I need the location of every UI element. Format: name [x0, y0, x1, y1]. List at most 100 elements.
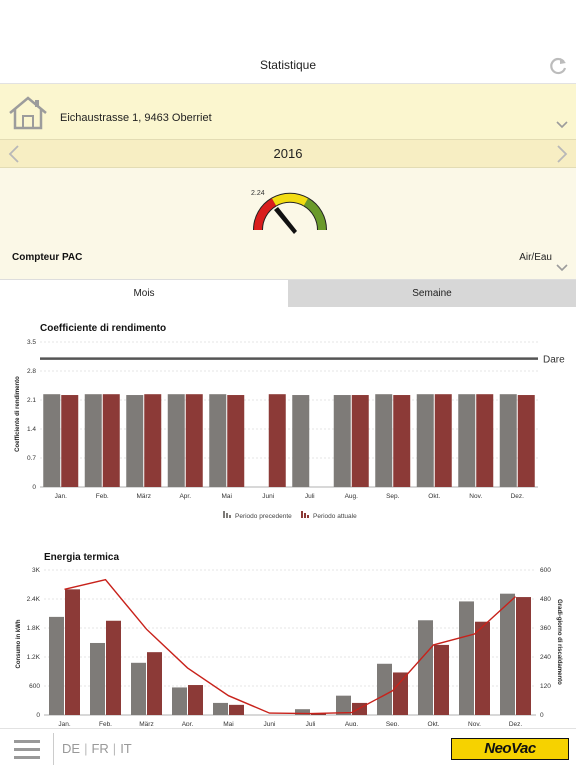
meter-label: Compteur PAC: [12, 252, 83, 263]
language-it[interactable]: IT: [120, 741, 132, 756]
y-tick-label: 3.5: [27, 339, 36, 346]
bar: [209, 394, 227, 487]
bar: [375, 394, 393, 487]
bar: [268, 394, 286, 487]
y2-tick-label: 480: [540, 596, 551, 603]
bar: [227, 395, 245, 487]
legend-label: Periodo attuale: [313, 513, 357, 520]
x-tick-label: Aug.: [345, 493, 359, 500]
top-bar: Statistique: [0, 0, 576, 84]
chart-ylabel: Consumo in kWh: [16, 619, 22, 668]
chevron-left-icon[interactable]: [8, 145, 20, 163]
hamburger-menu-icon[interactable]: [14, 739, 40, 761]
x-tick-label: Okt.: [428, 493, 440, 500]
tab-semaine[interactable]: Semaine: [288, 280, 576, 307]
x-tick-label: Apr.: [179, 493, 191, 500]
bar: [393, 672, 408, 715]
y2-tick-label: 0: [540, 712, 544, 719]
x-tick-label: März: [139, 721, 153, 726]
bar: [102, 394, 120, 487]
x-tick-label: Mai: [222, 493, 232, 500]
meter-panel[interactable]: 2.24 Compteur PAC Air/Eau: [0, 168, 576, 280]
bottom-bar: DE | FR | IT NeoVac: [0, 728, 576, 768]
x-tick-label: März: [137, 493, 151, 500]
gauge-icon: [252, 192, 328, 234]
bar: [188, 685, 203, 715]
y-tick-label: 1.2K: [27, 654, 41, 661]
y-tick-label: 1.8K: [27, 625, 41, 632]
chevron-down-icon[interactable]: [556, 120, 568, 130]
bar: [61, 395, 79, 487]
y-tick-label: 1.4: [27, 426, 36, 433]
language-de[interactable]: DE: [62, 741, 81, 756]
language-switcher: DE | FR | IT: [62, 741, 132, 756]
bar: [172, 687, 187, 715]
chart-legend: Periodo precedente Periodo attuale: [223, 511, 357, 520]
x-tick-label: Feb.: [99, 721, 112, 726]
bar: [476, 394, 494, 487]
bar: [333, 395, 351, 487]
y-tick-label: 600: [29, 683, 40, 690]
x-tick-label: Dez.: [511, 493, 525, 500]
legend-label: Periodo precedente: [235, 513, 292, 520]
bar: [49, 616, 64, 715]
bar: [475, 621, 490, 715]
y2-tick-label: 600: [540, 567, 551, 574]
x-tick-label: Sep.: [386, 721, 400, 726]
refresh-icon[interactable]: [548, 56, 568, 76]
bar: [185, 394, 203, 487]
language-fr[interactable]: FR: [91, 741, 109, 756]
house-icon: [9, 96, 47, 130]
bar: [500, 593, 515, 715]
chart-title: Coefficiente di rendimento: [40, 323, 166, 334]
neovac-logo: NeoVac: [451, 738, 569, 760]
x-tick-label: Juni: [264, 721, 276, 726]
energy-chart: Energia termica Consumo in kWh Gradi-gio…: [16, 552, 562, 726]
bar: [434, 644, 449, 715]
bar: [393, 395, 411, 487]
building-selector[interactable]: 9998000100 Eichaustrasse 1, 9463 Oberrie…: [0, 84, 576, 191]
chart-y2label: Gradi-giorno di riscaldamento: [556, 599, 562, 685]
bar: [292, 395, 310, 487]
coefficient-chart: Coefficiente di rendimento Coefficiente …: [15, 323, 565, 520]
bar: [336, 695, 351, 715]
legend-swatch-curr: [301, 511, 303, 518]
bar: [167, 394, 185, 487]
divider: |: [112, 741, 117, 756]
chevron-down-icon[interactable]: [556, 263, 568, 273]
degree-days-line: [64, 578, 516, 715]
y-tick-label: 3K: [32, 567, 41, 574]
x-tick-label: Juli: [305, 493, 315, 500]
x-tick-label: Dez.: [509, 721, 523, 726]
bar: [499, 394, 517, 487]
y2-tick-label: 120: [540, 683, 551, 690]
chart-ylabel: Coefficiente di rendimento: [15, 376, 21, 452]
x-tick-label: Aug.: [345, 721, 359, 726]
bar: [377, 663, 392, 715]
bar: [84, 394, 102, 487]
bar: [458, 394, 476, 487]
bar: [295, 709, 310, 715]
y2-tick-label: 240: [540, 654, 551, 661]
y-tick-label: 0: [36, 712, 40, 719]
y-tick-label: 2.4K: [27, 596, 41, 603]
y2-tick-label: 360: [540, 625, 551, 632]
bar: [229, 704, 244, 715]
chevron-right-icon[interactable]: [556, 145, 568, 163]
tab-mois[interactable]: Mois: [0, 280, 288, 307]
divider: |: [84, 741, 88, 756]
x-tick-label: Sep.: [386, 493, 400, 500]
x-tick-label: Nov.: [468, 721, 481, 726]
bar: [459, 601, 474, 715]
bar: [516, 597, 531, 715]
chart-title: Energia termica: [44, 552, 119, 563]
bar: [434, 394, 452, 487]
bar: [213, 702, 228, 715]
bar: [416, 394, 434, 487]
bar: [131, 662, 146, 715]
bar: [418, 620, 433, 715]
y-tick-label: 2.1: [27, 397, 36, 404]
year-label: 2016: [273, 146, 303, 161]
bar: [311, 713, 326, 715]
gauge-value: 2.24: [251, 190, 265, 197]
